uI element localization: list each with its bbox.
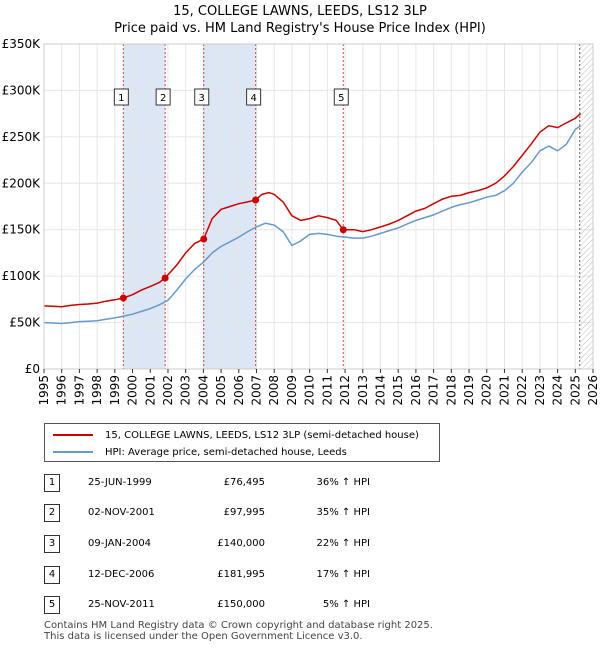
sale-number-box xyxy=(155,88,171,106)
price-chart: 1 2 3 4 5 £0 £50K £100K £150K £200K £250K £300K £350… xyxy=(2,37,600,406)
sale-price: £140,000 xyxy=(217,538,265,549)
sale-number-badge: 1 xyxy=(44,474,60,492)
x-tick-label: 2015 xyxy=(391,375,405,406)
x-tick-label: 1996 xyxy=(55,375,69,406)
x-tick-label: 2000 xyxy=(126,375,140,406)
sale-date: 12-DEC-2006 xyxy=(88,569,155,580)
table-row: 1 25-JUN-1999 £76,495 36% ↑ HPI xyxy=(0,474,600,494)
x-tick-label: 2009 xyxy=(285,375,299,406)
sale-price: £150,000 xyxy=(217,599,265,610)
legend-label-property: 15, COLLEGE LAWNS, LEEDS, LS12 3LP (semi… xyxy=(105,429,419,441)
y-tick-label: £0 xyxy=(25,362,40,376)
sale-price: £97,995 xyxy=(223,507,265,518)
table-row: 2 02-NOV-2001 £97,995 35% ↑ HPI xyxy=(0,504,600,524)
x-tick-label: 2021 xyxy=(497,375,511,406)
footer-licence: This data is licensed under the Open Gov… xyxy=(44,631,363,642)
sale-number-label: 1 xyxy=(118,93,124,104)
x-tick-label: 1995 xyxy=(37,375,51,406)
chart-title: 15, COLLEGE LAWNS, LEEDS, LS12 3LP xyxy=(173,4,427,19)
legend-item-property: 15, COLLEGE LAWNS, LEEDS, LS12 3LP (semi… xyxy=(53,428,419,442)
x-tick-label: 2002 xyxy=(161,375,175,406)
sale-price: £76,495 xyxy=(223,477,265,488)
y-tick-label: £350K xyxy=(2,37,42,51)
sale-number-box xyxy=(194,88,210,106)
x-tick-label: 2017 xyxy=(427,375,441,406)
table-row: 4 12-DEC-2006 £181,995 17% ↑ HPI xyxy=(0,566,600,586)
legend: 15, COLLEGE LAWNS, LEEDS, LS12 3LP (semi… xyxy=(44,423,440,462)
x-tick-label: 1999 xyxy=(108,375,122,406)
sale-number-badge: 2 xyxy=(44,504,60,522)
sale-price: £181,995 xyxy=(217,569,265,580)
legend-item-hpi: HPI: Average price, semi-detached house,… xyxy=(53,445,347,459)
sale-point xyxy=(252,196,260,204)
x-tick-label: 2013 xyxy=(356,375,370,406)
y-tick-label: £150K xyxy=(2,223,42,237)
y-tick-label: £200K xyxy=(2,176,42,190)
sale-date: 02-NOV-2001 xyxy=(88,507,155,518)
sale-point xyxy=(339,226,347,234)
x-tick-label: 2006 xyxy=(232,375,246,406)
sale-number-badge: 4 xyxy=(44,566,60,584)
sale-hpi-diff: 22% ↑ HPI xyxy=(316,538,370,549)
legend-swatch-hpi xyxy=(53,451,93,453)
x-tick-label: 2014 xyxy=(373,375,387,406)
sale-number-badge: 3 xyxy=(44,535,60,553)
x-tick-label: 2012 xyxy=(338,375,352,406)
y-tick-label: £50K xyxy=(9,316,41,330)
x-tick-label: 2007 xyxy=(250,375,264,406)
sale-hpi-diff: 35% ↑ HPI xyxy=(316,507,370,518)
sale-hpi-diff: 5% ↑ HPI xyxy=(322,599,370,610)
sale-number-box xyxy=(246,88,262,106)
sale-date: 09-JAN-2004 xyxy=(88,538,152,549)
x-tick-label: 2001 xyxy=(143,375,157,406)
x-tick-label: 2019 xyxy=(462,375,476,406)
x-tick-label: 2026 xyxy=(586,375,600,406)
x-tick-label: 2004 xyxy=(196,375,210,406)
sale-date: 25-JUN-1999 xyxy=(88,477,152,488)
series-line-property xyxy=(43,113,582,308)
x-tick-label: 2003 xyxy=(179,375,193,406)
x-tick-label: 1997 xyxy=(72,375,86,406)
sale-number-box xyxy=(333,88,349,106)
sale-number-box xyxy=(113,88,129,106)
sale-number-label: 3 xyxy=(199,93,205,104)
x-tick-label: 2016 xyxy=(409,375,423,406)
sale-hpi-diff: 36% ↑ HPI xyxy=(316,477,370,488)
sale-point xyxy=(119,294,127,302)
x-tick-label: 2020 xyxy=(480,375,494,406)
sale-number-badge: 5 xyxy=(44,596,60,614)
y-tick-label: £250K xyxy=(2,130,42,144)
series-line-hpi xyxy=(43,125,582,325)
x-tick-label: 2018 xyxy=(444,375,458,406)
x-tick-label: 2011 xyxy=(320,375,334,406)
x-tick-label: 2022 xyxy=(515,375,529,406)
table-row: 3 09-JAN-2004 £140,000 22% ↑ HPI xyxy=(0,535,600,555)
sale-point xyxy=(161,274,169,282)
sale-point xyxy=(200,235,208,243)
x-tick-label: 2005 xyxy=(214,375,228,406)
footer: Contains HM Land Registry data © Crown c… xyxy=(44,620,433,642)
x-tick-label: 1998 xyxy=(90,375,104,406)
x-tick-label: 2024 xyxy=(551,375,565,406)
legend-swatch-property xyxy=(53,434,93,436)
sale-number-label: 2 xyxy=(160,93,166,104)
y-tick-label: £300K xyxy=(2,83,42,97)
sale-hpi-diff: 17% ↑ HPI xyxy=(316,569,370,580)
x-tick-label: 2010 xyxy=(303,375,317,406)
chart-subtitle: Price paid vs. HM Land Registry's House … xyxy=(114,21,486,36)
x-tick-label: 2025 xyxy=(568,375,582,406)
sale-number-label: 4 xyxy=(250,93,256,104)
sale-number-label: 5 xyxy=(338,93,344,104)
x-tick-label: 2023 xyxy=(533,375,547,406)
y-tick-label: £100K xyxy=(2,269,42,283)
legend-label-hpi: HPI: Average price, semi-detached house,… xyxy=(105,446,347,458)
plot-border xyxy=(43,43,594,370)
footer-copyright: Contains HM Land Registry data © Crown c… xyxy=(44,620,433,631)
sale-date: 25-NOV-2011 xyxy=(88,599,155,610)
table-row: 5 25-NOV-2011 £150,000 5% ↑ HPI xyxy=(0,596,600,616)
future-hatch-area xyxy=(579,44,593,369)
x-tick-label: 2008 xyxy=(267,375,281,406)
